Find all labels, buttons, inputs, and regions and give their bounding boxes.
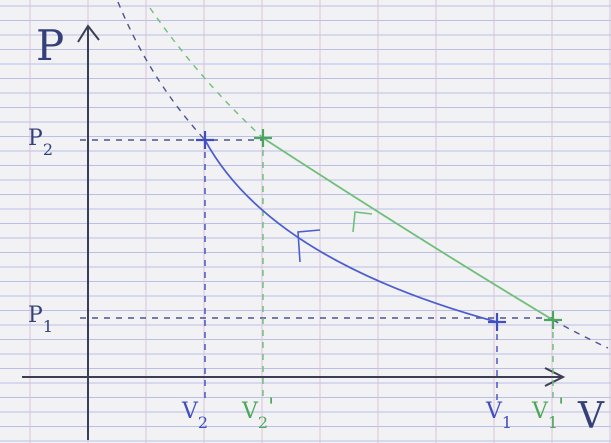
y-axis-label: P — [36, 21, 64, 70]
diagram: P V P2P1V2V2'V1V1' — [0, 0, 611, 443]
x-axis-label: V — [577, 396, 605, 437]
